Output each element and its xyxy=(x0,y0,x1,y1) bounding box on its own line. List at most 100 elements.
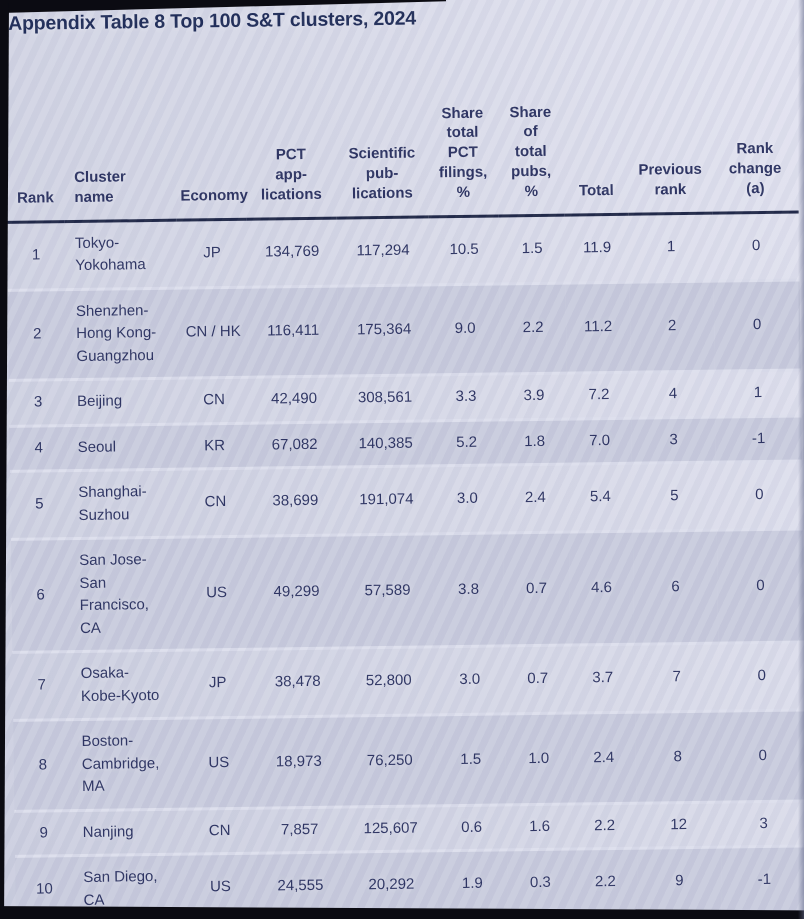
table-row: 1 Tokyo- Yokohama JP 134,769 117,294 10.… xyxy=(6,211,800,290)
photo-edge-bottom xyxy=(0,906,804,919)
previous-rank-cell: 7 xyxy=(672,668,682,686)
total-cell: 2.4 xyxy=(593,748,615,766)
clusters-table: Rank Cluster name Economy PCT app- licat… xyxy=(4,25,804,919)
rank-change-cell: 1 xyxy=(753,384,763,402)
economy-cell: CN / HK xyxy=(185,322,241,341)
previous-rank-cell: 5 xyxy=(670,487,679,505)
share-total-pubs-cell: 2.2 xyxy=(522,318,544,337)
share-total-pubs-cell: 2.4 xyxy=(524,489,546,507)
photo-edge-left xyxy=(0,0,9,919)
table-row: 7 Osaka- Kobe-Kyoto JP 38,478 52,800 3.0… xyxy=(12,641,804,721)
column-header-previous-rank: Previous rank xyxy=(626,26,713,214)
previous-rank-cell: 3 xyxy=(669,430,678,448)
pct-applications-cell: 38,699 xyxy=(272,492,319,510)
total-cell: 2.2 xyxy=(594,816,616,834)
column-header-share-pct-filings: Share total PCT filings, % xyxy=(426,29,499,217)
rank-change-cell: 0 xyxy=(755,486,764,504)
rank-cell: 1 xyxy=(31,246,41,264)
column-header-economy: Economy xyxy=(174,32,248,220)
previous-rank-cell: 12 xyxy=(670,815,688,833)
table-row: 2 Shenzhen- Hong Kong- Guangzhou CN / HK… xyxy=(7,279,801,381)
economy-cell: US xyxy=(206,583,228,602)
rank-cell: 9 xyxy=(39,823,48,842)
rank-cell: 6 xyxy=(36,586,45,604)
scientific-publications-cell: 308,561 xyxy=(357,388,413,407)
share-pct-filings-cell: 3.0 xyxy=(459,670,481,689)
rank-change-cell: -1 xyxy=(751,429,766,447)
pct-applications-cell: 7,857 xyxy=(280,820,319,838)
share-pct-filings-cell: 9.0 xyxy=(454,319,476,338)
cluster-name-cell: Nanjing xyxy=(82,822,134,841)
rank-cell: 2 xyxy=(32,325,42,343)
previous-rank-cell: 8 xyxy=(673,747,683,765)
header-row: Rank Cluster name Economy PCT app- licat… xyxy=(4,25,799,222)
scientific-publications-cell: 175,364 xyxy=(356,320,412,339)
pct-applications-cell: 49,299 xyxy=(273,582,320,601)
share-total-pubs-cell: 0.7 xyxy=(527,670,549,688)
scientific-publications-cell: 76,250 xyxy=(366,751,413,769)
rank-cell: 7 xyxy=(37,676,47,694)
share-total-pubs-cell: 0.3 xyxy=(529,874,551,892)
pct-applications-cell: 18,973 xyxy=(275,752,322,770)
rank-cell: 4 xyxy=(34,438,43,457)
pct-applications-cell: 67,082 xyxy=(271,435,318,453)
rank-cell: 3 xyxy=(33,393,43,411)
column-header-scientific-publications: Scientific pub- lications xyxy=(334,30,429,218)
column-header-pct-applications: PCT app- lications xyxy=(244,31,337,219)
table-row: 5 Shanghai- Suzhou CN 38,699 191,074 3.0… xyxy=(9,461,803,540)
total-cell: 2.2 xyxy=(594,873,616,891)
share-total-pubs-cell: 1.6 xyxy=(529,817,551,835)
column-header-cluster-name: Cluster name xyxy=(62,33,177,222)
economy-cell: CN xyxy=(208,821,231,839)
table-body: 1 Tokyo- Yokohama JP 134,769 117,294 1 0.… xyxy=(6,211,804,919)
economy-cell: US xyxy=(208,753,230,771)
cluster-name-cell: Boston- Cambridge, MA xyxy=(81,732,160,795)
rank-change-cell: 0 xyxy=(757,667,767,685)
table-row: 6 San Jose- San Francisco, CA US 49,299 … xyxy=(10,528,804,653)
column-header-rank: Rank xyxy=(4,35,65,222)
share-total-pubs-cell: 0.7 xyxy=(526,579,548,597)
previous-rank-cell: 6 xyxy=(671,577,680,595)
scientific-publications-cell: 140,385 xyxy=(358,434,413,452)
rank-change-cell: 0 xyxy=(756,576,765,594)
scientific-publications-cell: 57,589 xyxy=(364,581,411,599)
cluster-name-cell: San Jose- San Francisco, CA xyxy=(79,551,150,637)
cluster-name-cell: Osaka- Kobe-Kyoto xyxy=(80,664,160,705)
slide-content: Appendix Table 8 Top 100 S&T clusters, 2… xyxy=(0,3,804,919)
share-pct-filings-cell: 5.2 xyxy=(456,433,478,451)
scientific-publications-cell: 191,074 xyxy=(359,490,414,509)
rank-change-cell: 3 xyxy=(759,814,768,832)
economy-cell: CN xyxy=(204,493,227,511)
share-pct-filings-cell: 3.3 xyxy=(455,387,477,406)
column-header-rank-change: Rank change (a) xyxy=(710,25,799,213)
scientific-publications-cell: 52,800 xyxy=(365,671,412,690)
share-pct-filings-cell: 3.8 xyxy=(458,580,480,598)
economy-cell: KR xyxy=(204,436,226,454)
rank-change-cell: 0 xyxy=(751,236,761,254)
pct-applications-cell: 42,490 xyxy=(270,389,318,408)
pct-applications-cell: 134,769 xyxy=(264,242,320,261)
previous-rank-cell: 1 xyxy=(666,237,676,256)
total-cell: 11.9 xyxy=(582,238,612,257)
scientific-publications-cell: 125,607 xyxy=(363,819,418,837)
total-cell: 5.4 xyxy=(589,488,611,506)
table-row: 8 Boston- Cambridge, MA US 18,973 76,250… xyxy=(13,709,804,811)
share-total-pubs-cell: 1.5 xyxy=(521,239,543,257)
scientific-publications-cell: 117,294 xyxy=(356,241,410,260)
rank-cell: 8 xyxy=(38,755,48,774)
photo-edge-right xyxy=(798,0,804,919)
total-cell: 11.2 xyxy=(583,317,613,336)
column-header-share-total-pubs: Share of total pubs, % xyxy=(496,28,565,216)
cluster-name-cell: Beijing xyxy=(76,392,123,410)
economy-cell: JP xyxy=(208,674,227,692)
economy-cell: JP xyxy=(203,243,221,262)
previous-rank-cell: 9 xyxy=(675,872,684,890)
share-total-pubs-cell: 1.0 xyxy=(528,749,550,767)
cluster-name-cell: Tokyo- Yokohama xyxy=(74,233,146,274)
rank-change-cell: 0 xyxy=(752,316,762,334)
economy-cell: CN xyxy=(203,391,225,409)
cluster-name-cell: Shanghai- Suzhou xyxy=(78,483,147,524)
share-total-pubs-cell: 3.9 xyxy=(523,386,545,405)
pct-applications-cell: 116,411 xyxy=(267,321,320,340)
